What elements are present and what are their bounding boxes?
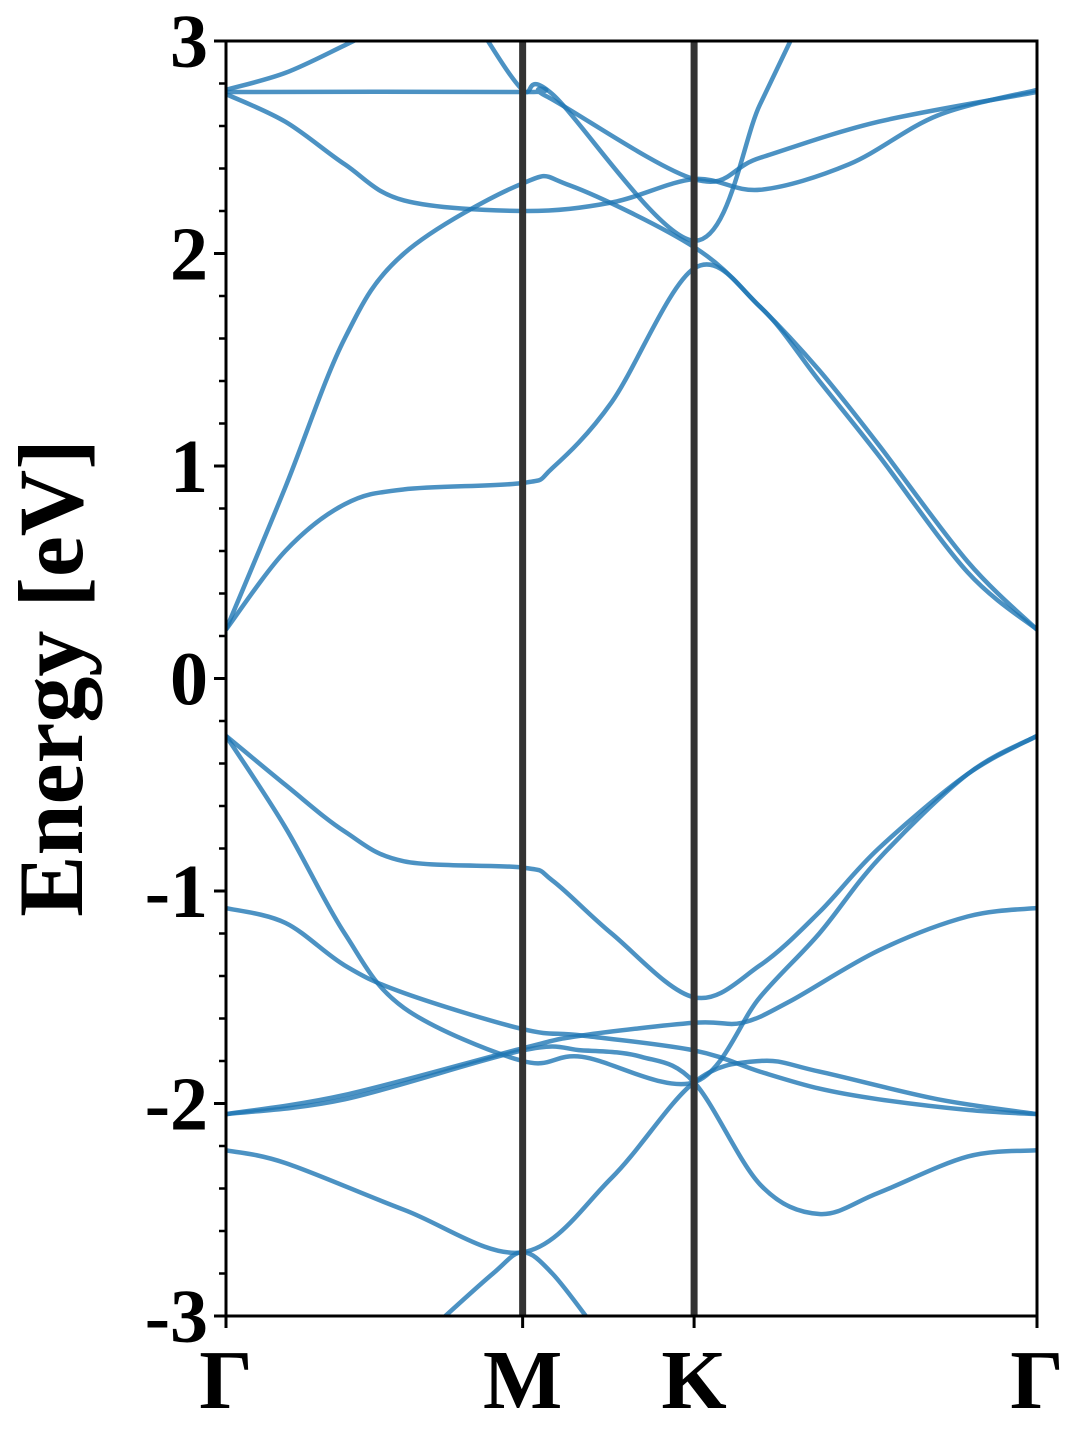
x-tick-label: Γ — [1010, 1334, 1063, 1427]
y-tick-label: 2 — [170, 213, 208, 297]
y-tick-label: 3 — [170, 0, 208, 84]
plot-frame — [224, 39, 1039, 1318]
y-tick-label: -1 — [145, 850, 208, 934]
x-tick-label: M — [483, 1334, 562, 1427]
x-tick-label: Γ — [199, 1334, 252, 1427]
axis-ticks — [214, 39, 1039, 1328]
band-line-9 — [226, 905, 1037, 1117]
band-line-7 — [226, 733, 1037, 1001]
band-line-10 — [226, 905, 1037, 1117]
band-line-1 — [226, 41, 359, 93]
band-line-2 — [226, 86, 1037, 185]
y-tick-label: -3 — [145, 1275, 208, 1359]
band-line-3 — [226, 87, 1037, 214]
band-line-5 — [226, 173, 1037, 632]
kpath-lines — [519, 41, 698, 1316]
y-tick-label: 0 — [170, 638, 208, 722]
band-line-12 — [226, 1058, 1037, 1256]
band-line-8 — [226, 733, 1037, 1087]
y-tick-label: 1 — [170, 425, 208, 509]
bands-layer — [226, 41, 1037, 1316]
y-tick-label: -2 — [145, 1063, 208, 1147]
y-axis-title: Energy [eV] — [0, 439, 102, 917]
x-tick-label: K — [661, 1334, 726, 1427]
band-line-6 — [226, 262, 1037, 632]
